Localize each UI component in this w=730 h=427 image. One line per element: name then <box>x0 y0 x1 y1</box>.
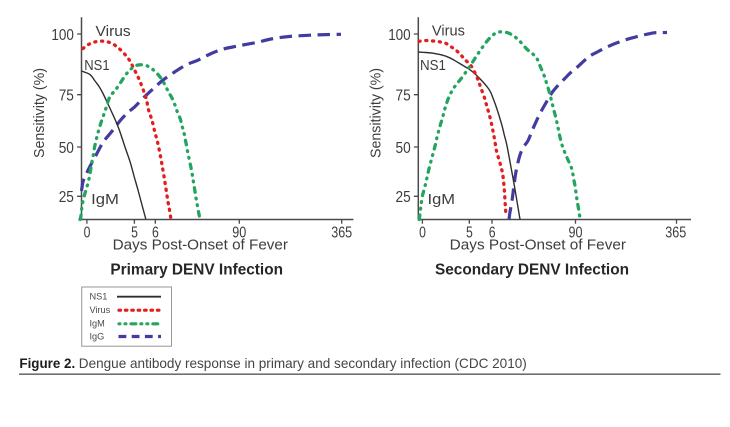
svg-text:Dengue antibody response in pr: Dengue antibody response in primary and … <box>79 355 527 371</box>
svg-text:50: 50 <box>59 140 74 157</box>
svg-text:90: 90 <box>232 225 246 242</box>
svg-text:365: 365 <box>331 225 352 242</box>
svg-text:Secondary DENV Infection: Secondary DENV Infection <box>435 262 629 279</box>
svg-text:NS1: NS1 <box>420 57 446 74</box>
svg-text:75: 75 <box>396 88 411 105</box>
svg-text:IgM: IgM <box>91 191 119 208</box>
svg-text:Sensitivity (%): Sensitivity (%) <box>31 68 48 158</box>
svg-text:5: 5 <box>466 225 473 242</box>
svg-text:100: 100 <box>388 27 411 44</box>
svg-text:5: 5 <box>131 225 138 242</box>
svg-text:90: 90 <box>569 225 583 242</box>
svg-text:100: 100 <box>51 27 74 44</box>
svg-text:25: 25 <box>396 189 411 206</box>
svg-text:6: 6 <box>489 225 496 242</box>
svg-text:NS1: NS1 <box>84 57 109 74</box>
svg-text:0: 0 <box>84 225 91 242</box>
svg-text:IgM: IgM <box>90 319 105 329</box>
svg-text:0: 0 <box>419 225 426 242</box>
svg-text:Days Post-Onset of Fever: Days Post-Onset of Fever <box>113 237 288 254</box>
svg-text:50: 50 <box>396 140 411 157</box>
svg-text:Days Post-Onset of Fever: Days Post-Onset of Fever <box>450 237 626 254</box>
svg-text:IgG: IgG <box>90 332 105 342</box>
svg-text:NS1: NS1 <box>90 291 108 301</box>
svg-text:Primary DENV Infection: Primary DENV Infection <box>110 262 283 279</box>
svg-text:IgM: IgM <box>428 191 456 208</box>
svg-text:Virus: Virus <box>90 305 111 315</box>
svg-text:75: 75 <box>59 88 74 105</box>
svg-text:Sensitivity (%): Sensitivity (%) <box>368 68 385 158</box>
svg-text:Virus: Virus <box>432 23 465 40</box>
svg-text:Virus: Virus <box>96 23 131 40</box>
svg-text:25: 25 <box>59 189 74 206</box>
svg-text:6: 6 <box>152 225 159 242</box>
svg-text:Figure 2.: Figure 2. <box>19 355 75 371</box>
svg-text:365: 365 <box>665 225 686 242</box>
